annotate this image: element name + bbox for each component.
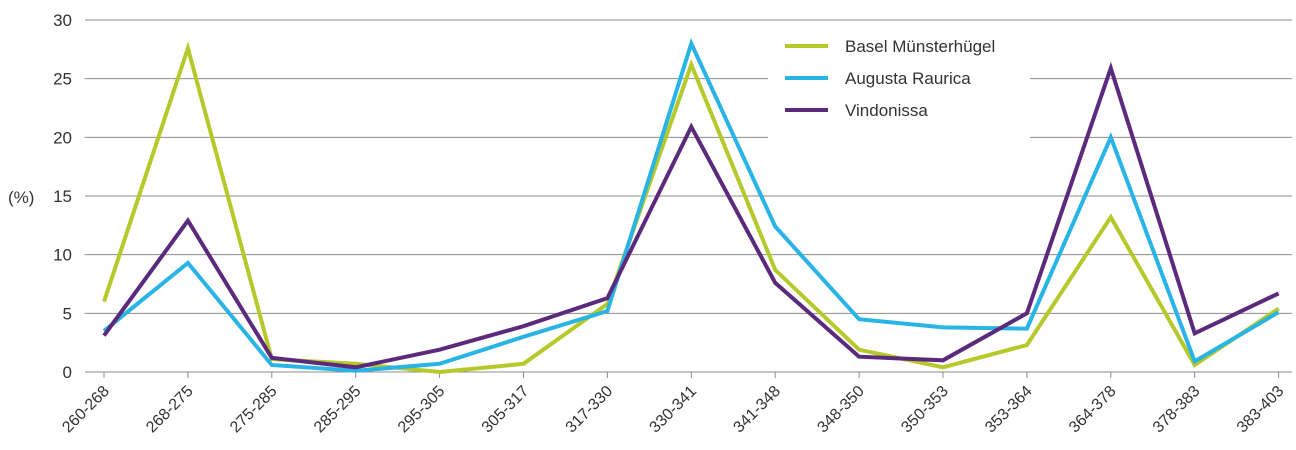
x-tick-label: 378-383 — [1150, 383, 1204, 437]
legend-label: Augusta Raurica — [845, 69, 971, 88]
series-line-2 — [102, 61, 1280, 370]
x-tick-label: 275-285 — [227, 383, 281, 437]
legend: Basel Münsterhügel Augusta Raurica Vindoni… — [768, 26, 1030, 138]
x-tick-label: 295-305 — [395, 383, 449, 437]
x-tick-label: 330-341 — [647, 383, 701, 437]
y-tick-label: 25 — [53, 70, 72, 89]
gridlines — [85, 19, 1292, 314]
x-tick-label: 348-350 — [814, 383, 868, 437]
x-tick-label: 268-275 — [143, 383, 197, 437]
y-tick-label: 30 — [53, 11, 72, 30]
x-tick-label: 383-403 — [1234, 383, 1288, 437]
x-axis-ticks: 260-268 268-275 275-285 285-295 295-305 305-3… — [59, 383, 1287, 437]
series-line-1 — [102, 37, 1280, 373]
y-tick-label: 20 — [53, 128, 72, 147]
y-axis-ticks: 0 5 10 15 20 25 30 — [53, 11, 72, 382]
legend-label: Vindonissa — [845, 101, 928, 120]
x-tick-label: 353-364 — [982, 383, 1036, 437]
y-tick-label: 10 — [53, 246, 72, 265]
series-lines — [102, 37, 1280, 375]
x-tick-label: 305-317 — [479, 383, 533, 437]
legend-label: Basel Münsterhügel — [845, 37, 995, 56]
x-tick-label: 364-378 — [1066, 383, 1120, 437]
x-tick-label: 341-348 — [730, 383, 784, 437]
y-axis-label: (%) — [8, 188, 34, 207]
x-tick-label: 317-330 — [563, 383, 617, 437]
x-tick-label: 260-268 — [59, 383, 113, 437]
y-tick-label: 0 — [63, 363, 72, 382]
x-tick-label: 285-295 — [311, 383, 365, 437]
x-tick-label: 350-353 — [898, 383, 952, 437]
y-tick-label: 15 — [53, 187, 72, 206]
y-tick-label: 5 — [63, 304, 72, 323]
x-axis — [85, 371, 1292, 378]
